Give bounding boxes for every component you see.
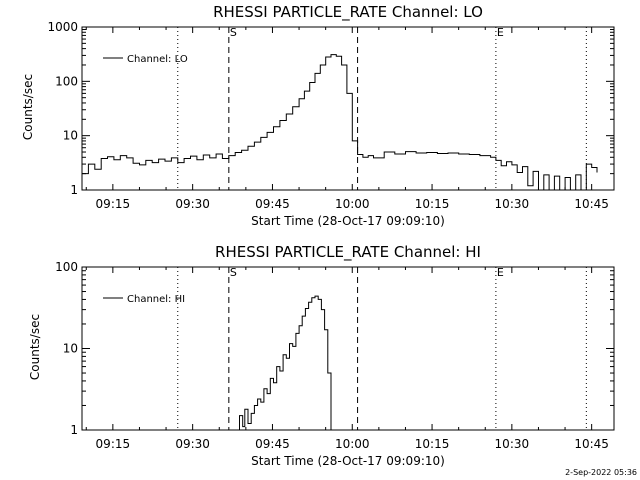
marker-label-lo: S [230, 26, 237, 39]
x-axis-label-hi: Start Time (28-Oct-17 09:09:10) [251, 454, 445, 468]
x-tick-label-lo: 10:45 [574, 197, 609, 211]
plot-frame-hi [81, 266, 615, 431]
x-tick-label-hi: 10:30 [495, 437, 530, 451]
x-tick-label-lo: 09:15 [96, 197, 131, 211]
x-tick-label-lo: 10:15 [415, 197, 450, 211]
x-tick-label-hi: 10:15 [415, 437, 450, 451]
series-line-lo [82, 54, 598, 190]
marker-label-lo: E [497, 26, 504, 39]
y-tick-label-lo: 1 [70, 183, 78, 197]
y-tick-label-hi: 100 [55, 260, 78, 274]
x-tick-label-lo: 09:30 [175, 197, 210, 211]
y-tick-label-lo: 1000 [47, 20, 78, 34]
y-axis-label-lo: Counts/sec [21, 74, 35, 140]
x-axis-label-lo: Start Time (28-Oct-17 09:09:10) [251, 214, 445, 228]
x-tick-label-lo: 09:45 [255, 197, 290, 211]
x-tick-label-hi: 10:45 [574, 437, 609, 451]
x-tick-label-hi: 10:00 [335, 437, 370, 451]
y-tick-label-lo: 10 [63, 129, 78, 143]
x-tick-label-lo: 10:00 [335, 197, 370, 211]
marker-label-hi: S [230, 266, 237, 279]
series-line-hi [236, 295, 332, 430]
x-tick-label-hi: 09:45 [255, 437, 290, 451]
chart-title-hi: RHESSI PARTICLE_RATE Channel: HI [215, 243, 481, 262]
y-tick-label-lo: 100 [55, 74, 78, 88]
y-tick-label-hi: 10 [63, 342, 78, 356]
panel-lo: RHESSI PARTICLE_RATE Channel: LO Counts/… [21, 3, 615, 228]
legend-label-lo: Channel: LO [127, 54, 188, 65]
marker-label-hi: E [497, 266, 504, 279]
legend-label-hi: Channel: HI [127, 294, 185, 305]
chart-title-lo: RHESSI PARTICLE_RATE Channel: LO [213, 3, 483, 22]
x-tick-label-hi: 09:15 [96, 437, 131, 451]
timestamp-footer: 2-Sep-2022 05:36 [565, 468, 637, 477]
x-tick-label-lo: 10:30 [495, 197, 530, 211]
y-axis-label-hi: Counts/sec [28, 314, 42, 380]
x-tick-label-hi: 09:30 [175, 437, 210, 451]
plot-frame-lo [81, 26, 615, 191]
y-tick-label-hi: 1 [70, 423, 78, 437]
panel-hi: RHESSI PARTICLE_RATE Channel: HI Counts/… [28, 243, 615, 468]
